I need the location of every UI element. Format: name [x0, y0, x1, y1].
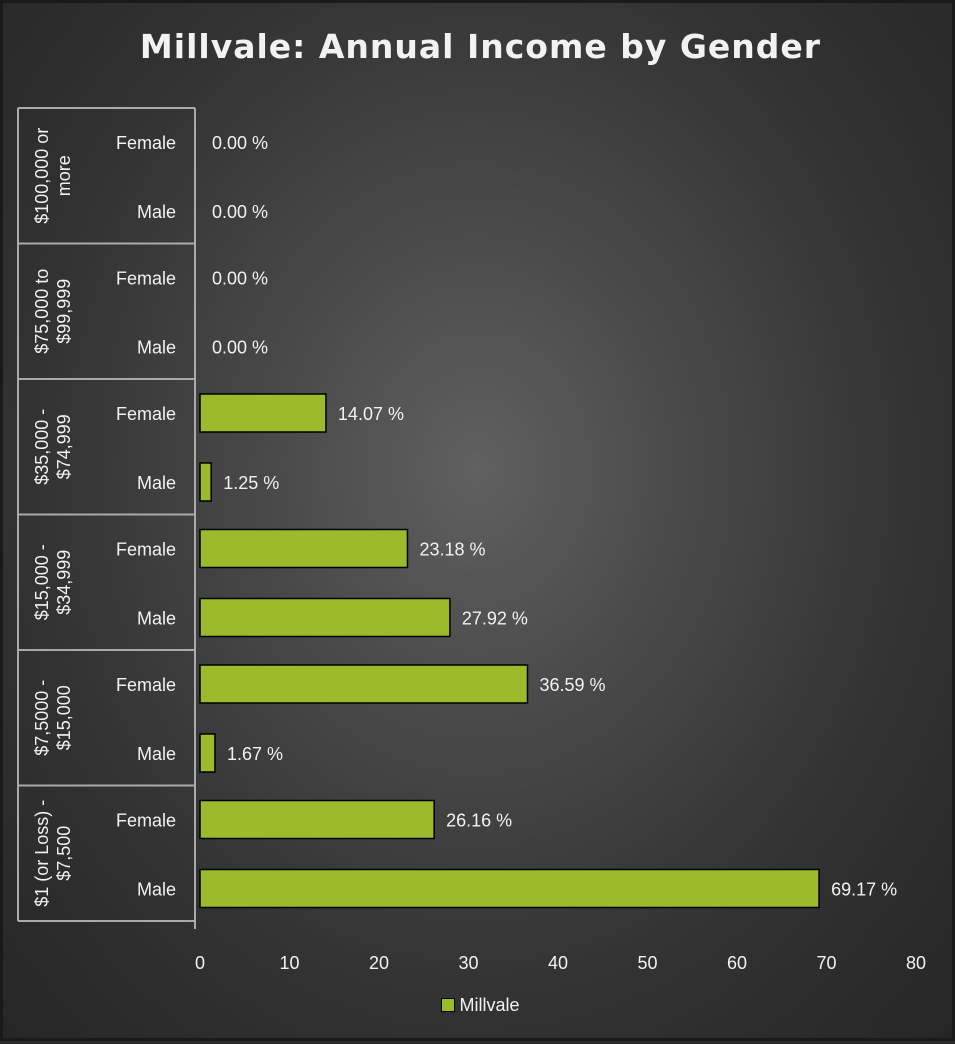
- group-label: $7,5000 - $15,000: [32, 680, 74, 756]
- group-label-line: $100,000 or: [32, 128, 52, 224]
- group-label-line: more: [54, 155, 74, 196]
- x-tick-label: 60: [727, 953, 747, 973]
- data-label: 1.67 %: [227, 744, 283, 764]
- x-tick-label: 80: [906, 953, 926, 973]
- group-label-line: $74,999: [54, 414, 74, 479]
- category-label: Female: [116, 269, 176, 289]
- data-label: 69.17 %: [831, 880, 897, 900]
- chart-title: Millvale: Annual Income by Gender: [139, 27, 822, 66]
- bar: [199, 597, 451, 638]
- data-label: 14.07 %: [338, 404, 404, 424]
- group-label: $35,000 - $74,999: [32, 409, 74, 485]
- group-label-line: $99,999: [54, 279, 74, 344]
- chart-plot: $100,000 or more Female 0.00 % Male 0.00 % $75…: [17, 107, 926, 973]
- data-label: 0.00 %: [212, 338, 268, 358]
- category-label: Male: [137, 202, 176, 222]
- data-label: 0.00 %: [212, 269, 268, 289]
- data-label: 26.16 %: [446, 811, 512, 831]
- category-label: Female: [116, 540, 176, 560]
- data-label: 36.59 %: [539, 675, 605, 695]
- group-label: $100,000 or more: [32, 128, 74, 224]
- legend-label: Millvale: [459, 995, 520, 1015]
- data-label: 1.25 %: [223, 473, 279, 493]
- x-tick-label: 30: [458, 953, 478, 973]
- x-tick-label: 10: [279, 953, 299, 973]
- group-label: $1 (or Loss) - $7,500: [32, 800, 74, 907]
- category-label: Female: [116, 133, 176, 153]
- group-label-line: $1 (or Loss) -: [32, 800, 52, 907]
- bar: [199, 733, 216, 773]
- x-tick-label: 50: [637, 953, 657, 973]
- legend-swatch: [441, 998, 456, 1012]
- group-label-line: $34,999: [54, 550, 74, 615]
- category-label: Male: [137, 473, 176, 493]
- group-label-line: $7,5000 -: [32, 680, 52, 756]
- group-label-line: $75,000 to: [32, 269, 52, 354]
- category-label: Female: [116, 675, 176, 695]
- category-label: Male: [137, 744, 176, 764]
- x-tick-label: 40: [548, 953, 568, 973]
- bar: [199, 799, 435, 840]
- bar: [199, 393, 327, 433]
- bar: [199, 868, 820, 909]
- x-tick-label: 0: [195, 953, 205, 973]
- chart-legend: Millvale: [3, 995, 955, 1016]
- data-label: 27.92 %: [462, 609, 528, 629]
- group-label: $75,000 to $99,999: [32, 269, 74, 354]
- group-label-line: $15,000 -: [32, 544, 52, 620]
- group-label-line: $35,000 -: [32, 409, 52, 485]
- category-label: Male: [137, 609, 176, 629]
- x-tick-label: 70: [816, 953, 836, 973]
- group-label-line: $7,500: [54, 826, 74, 881]
- data-label: 0.00 %: [212, 133, 268, 153]
- group-label-line: $15,000: [54, 685, 74, 750]
- category-label: Male: [137, 880, 176, 900]
- data-label: 23.18 %: [419, 540, 485, 560]
- category-label: Male: [137, 338, 176, 358]
- bar: [199, 528, 409, 569]
- data-label: 0.00 %: [212, 202, 268, 222]
- category-label: Female: [116, 404, 176, 424]
- category-label: Female: [116, 811, 176, 831]
- group-label: $15,000 - $34,999: [32, 544, 74, 620]
- x-tick-label: 20: [369, 953, 389, 973]
- bar: [199, 462, 212, 502]
- bar: [199, 664, 529, 704]
